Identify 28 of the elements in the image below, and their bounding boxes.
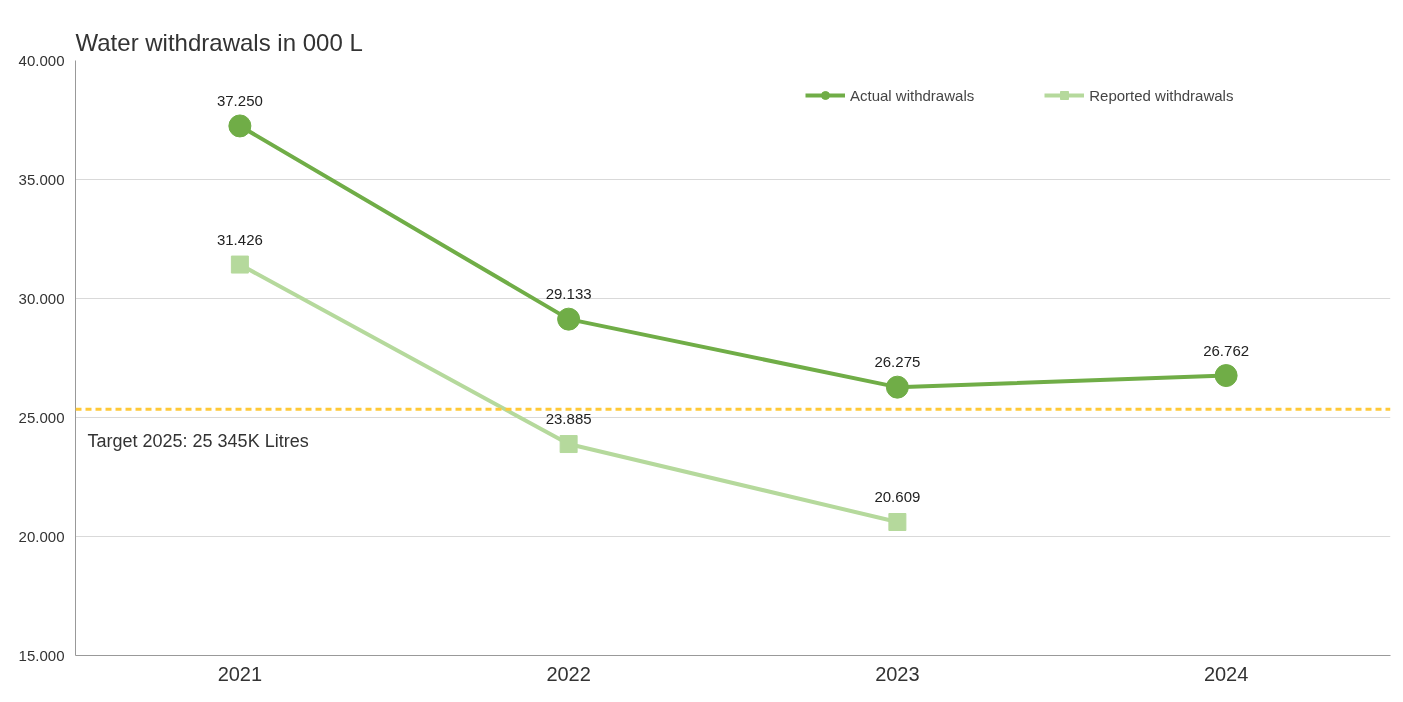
- x-tick-label: 2024: [1203, 662, 1249, 685]
- y-tick-label: 35.000: [18, 170, 65, 188]
- y-tick-label: 25.000: [18, 408, 65, 426]
- data-label: 37.250: [216, 91, 263, 109]
- legend-label: Actual withdrawals: [850, 86, 975, 104]
- legend-label: Reported withdrawals: [1089, 86, 1234, 104]
- data-label: 26.762: [1203, 341, 1250, 359]
- y-tick-label: 30.000: [18, 289, 65, 307]
- data-label: 31.426: [216, 230, 263, 248]
- data-label: 26.275: [874, 353, 921, 371]
- y-tick-label: 15.000: [18, 646, 65, 664]
- point: [888, 513, 907, 532]
- data-label: 20.609: [874, 488, 921, 506]
- data-label: 23.885: [545, 410, 592, 428]
- y-tick-label: 40.000: [18, 51, 65, 69]
- data-label: 29.133: [545, 285, 592, 303]
- point: [885, 375, 909, 399]
- ref-line-label: Target 2025: 25 345K Litres: [87, 431, 309, 452]
- x-tick-label: 2021: [217, 662, 263, 685]
- x-tick-label: 2023: [875, 662, 920, 685]
- chart-title: Water withdrawals in 000 L: [75, 28, 363, 56]
- x-tick-label: 2022: [546, 662, 591, 685]
- point: [1214, 364, 1238, 388]
- y-tick-label: 20.000: [18, 527, 65, 545]
- point: [228, 114, 252, 138]
- point: [230, 255, 249, 274]
- point: [559, 435, 578, 454]
- point: [557, 307, 581, 331]
